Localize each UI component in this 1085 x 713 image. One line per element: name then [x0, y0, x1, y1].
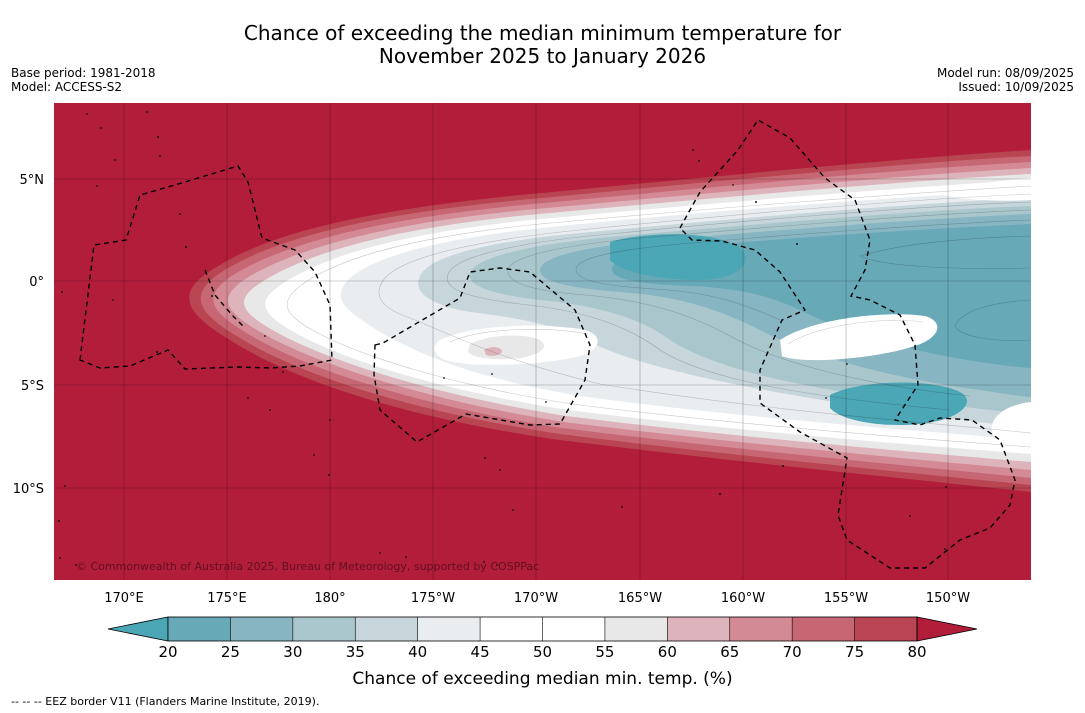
colorbar-segment: [792, 617, 855, 641]
lon-label: 165°W: [618, 591, 662, 606]
colorbar-segment: [667, 617, 730, 641]
colorbar-tick-label: 50: [532, 643, 553, 661]
colorbar-segment: [417, 617, 481, 641]
model-name: Model: ACCESS-S2: [11, 80, 123, 94]
colorbar-segment: [854, 617, 917, 641]
lat-labels: 5°N 0° 5°S 10°S: [13, 173, 44, 497]
colorbar-tick-label: 70: [782, 643, 802, 661]
lon-label: 150°W: [926, 591, 970, 606]
colorbar-segment: [292, 617, 356, 641]
colorbar-tick-label: 55: [595, 643, 615, 661]
colorbar-tick-label: 20: [158, 643, 178, 661]
lon-label: 175°W: [411, 591, 455, 606]
lon-label: 170°W: [514, 591, 558, 606]
page-title: Chance of exceeding the median minimum t…: [0, 22, 1085, 68]
band-below-20: [610, 234, 746, 280]
map-field: © Commonwealth of Australia 2025, Bureau…: [54, 103, 1031, 580]
lon-label: 155°W: [824, 591, 868, 606]
copyright-notice: © Commonwealth of Australia 2025, Bureau…: [76, 560, 539, 573]
colorbar-segment: [480, 617, 543, 641]
lat-label: 0°: [29, 275, 44, 290]
patch-white-east: [780, 314, 938, 361]
eez-borders: [79, 119, 1016, 569]
model-run: Model run: 08/09/2025: [936, 66, 1074, 80]
title-line-2: November 2025 to January 2026: [378, 44, 707, 68]
patch-white-se: [991, 402, 1031, 450]
colorbar-segment: [542, 617, 605, 641]
colorbar-segment: [729, 617, 793, 641]
title-line-1: Chance of exceeding the median minimum t…: [243, 21, 842, 45]
colorbar-segment: [230, 617, 293, 641]
colorbar-low-extension: [107, 616, 169, 642]
colorbar-tick-label: 30: [283, 643, 303, 661]
lon-label: 175°E: [207, 591, 247, 606]
colorbar-tick-label: 40: [408, 643, 428, 661]
patch-white-ne: [940, 178, 1031, 201]
base-period: Base period: 1981-2018: [11, 66, 156, 80]
contour-lines: [286, 185, 1031, 448]
graticule: [54, 103, 1031, 580]
meta-right: Model run: 08/09/2025 Issued: 10/09/2025: [937, 66, 1074, 94]
colorbar-tick-label: 60: [657, 643, 677, 661]
lat-label: 5°S: [21, 379, 44, 394]
colorbar-tick-label: 45: [470, 643, 490, 661]
colorbar-segment: [168, 617, 231, 641]
colorbar-tick-label: 65: [720, 643, 740, 661]
band-below-20-south: [830, 382, 967, 426]
lat-label: 5°N: [20, 173, 45, 188]
islands: [58, 111, 947, 566]
colorbar-tick-label: 75: [845, 643, 865, 661]
lon-label: 160°W: [721, 591, 765, 606]
lat-label: 10°S: [13, 482, 44, 497]
colorbar: [107, 616, 978, 642]
colorbar-tick-label: 80: [907, 643, 927, 661]
colorbar-tick-label: 35: [345, 643, 365, 661]
colorbar-segment: [604, 617, 668, 641]
colorbar-high-extension: [916, 616, 978, 642]
issued-date: Issued: 10/09/2025: [958, 80, 1074, 94]
colorbar-tick-label: 25: [220, 643, 240, 661]
lon-label: 180°: [314, 591, 345, 606]
eez-legend-note: -- -- -- EEZ border V11 (Flanders Marine…: [11, 695, 320, 708]
meta-left: Base period: 1981-2018 Model: ACCESS-S2: [11, 66, 156, 94]
lon-label: 170°E: [104, 591, 144, 606]
patch-pink-central: [484, 347, 502, 356]
colorbar-segment: [355, 617, 418, 641]
colorbar-label: Chance of exceeding median min. temp. (%…: [352, 669, 733, 689]
colorbar-frame: [167, 616, 918, 642]
lon-labels: 170°E 175°E 180° 175°W 170°W 165°W 160°W…: [104, 591, 970, 606]
